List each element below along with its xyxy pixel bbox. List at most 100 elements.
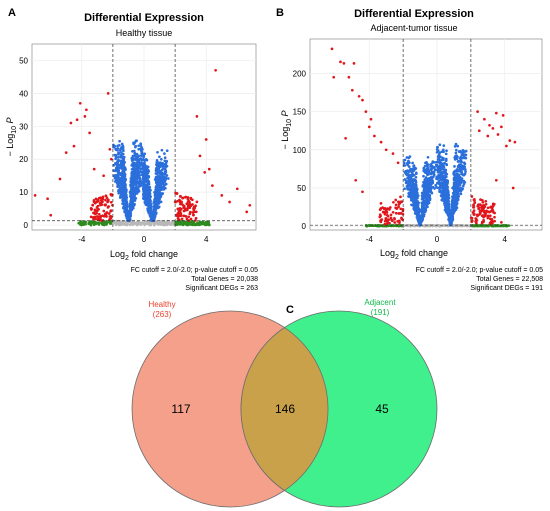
data-point-sig <box>184 215 188 218</box>
data-point-sig <box>100 219 103 222</box>
data-point <box>464 156 468 160</box>
healthy-set-count: (263) <box>153 310 172 319</box>
data-point-ns <box>103 222 107 226</box>
data-point-sig <box>91 216 95 219</box>
data-point <box>452 181 456 185</box>
data-point-outlier <box>108 147 112 151</box>
data-point <box>135 139 138 143</box>
data-point <box>414 172 418 176</box>
data-point <box>423 164 427 168</box>
data-point <box>443 203 447 207</box>
data-point-outlier <box>64 151 68 154</box>
data-point-outlier <box>85 108 88 112</box>
data-point-outlier <box>477 129 481 133</box>
data-point <box>149 202 153 206</box>
data-point <box>442 187 446 191</box>
data-point <box>116 182 120 186</box>
data-point <box>121 165 125 169</box>
data-point <box>123 187 127 190</box>
data-point <box>453 200 456 204</box>
data-point-ns <box>136 223 139 227</box>
y-tick-label: 100 <box>293 146 307 155</box>
data-point <box>441 156 444 160</box>
data-point <box>125 216 129 220</box>
data-point <box>154 211 158 214</box>
data-point <box>446 205 449 209</box>
only-healthy-count: 117 <box>171 402 190 416</box>
panel-label-b: B <box>276 7 284 19</box>
x-axis-label: Log2 fold change <box>380 248 448 261</box>
data-point <box>131 206 135 210</box>
data-point <box>132 149 136 153</box>
data-point <box>131 154 135 158</box>
data-point <box>435 177 438 181</box>
data-point <box>124 191 128 194</box>
data-point-sig <box>97 212 101 216</box>
data-point <box>459 159 462 163</box>
data-point-sig <box>176 217 180 220</box>
data-point <box>128 209 132 213</box>
data-point-sig <box>101 195 105 199</box>
data-point <box>156 164 159 168</box>
data-point <box>456 144 460 148</box>
data-point-sig <box>99 217 102 220</box>
data-point <box>159 170 163 174</box>
data-point <box>120 183 123 187</box>
data-point-sig <box>473 199 476 203</box>
data-point-sig <box>400 200 404 203</box>
data-point <box>121 147 124 151</box>
data-point-fc <box>181 219 184 223</box>
data-point <box>419 221 423 225</box>
data-point-sig <box>185 202 189 206</box>
data-point <box>135 187 138 191</box>
data-point-sig <box>94 209 97 213</box>
data-point-outlier <box>354 178 358 182</box>
data-point-sig <box>389 213 393 217</box>
data-point-sig <box>102 209 106 213</box>
data-point <box>156 171 160 175</box>
data-point <box>440 150 444 154</box>
data-point-sig <box>109 209 113 213</box>
data-point <box>425 161 428 164</box>
caption-cutoff: FC cutoff = 2.0/-2.0; p-value cutoff = 0… <box>131 267 258 274</box>
data-point-sig <box>379 214 382 218</box>
data-point-sig <box>179 214 182 218</box>
data-point-outlier <box>75 118 79 122</box>
data-point <box>123 210 127 214</box>
data-point-outlier <box>344 136 347 140</box>
data-point <box>146 200 150 204</box>
data-point-sig <box>178 212 182 215</box>
data-point <box>417 210 421 214</box>
data-point <box>156 150 159 154</box>
data-point <box>160 148 164 152</box>
data-point <box>163 152 166 155</box>
data-point-fc <box>194 222 198 226</box>
data-point <box>445 149 448 153</box>
data-point-outlier <box>513 140 517 144</box>
data-point-sig <box>177 209 181 213</box>
data-point <box>459 180 463 184</box>
data-point <box>442 144 446 147</box>
data-point-outlier <box>483 117 486 121</box>
x-tick-label: 0 <box>435 235 440 244</box>
data-point <box>412 187 415 190</box>
data-point-sig <box>105 196 109 200</box>
data-point <box>451 196 455 200</box>
data-point-sig <box>106 198 110 202</box>
data-point <box>453 183 457 187</box>
data-point-outlier <box>501 114 505 117</box>
data-point-ns <box>461 224 465 227</box>
data-point-outlier <box>211 184 214 187</box>
data-point-sig <box>194 216 198 220</box>
data-point <box>452 171 456 175</box>
data-point-fc <box>181 223 184 226</box>
data-point-sig <box>175 192 179 195</box>
data-point-sig <box>104 194 108 198</box>
data-point <box>436 146 439 149</box>
data-point <box>425 201 429 204</box>
data-point <box>422 174 425 178</box>
data-point <box>132 163 136 166</box>
data-point <box>449 219 453 223</box>
data-point <box>436 186 440 190</box>
data-point <box>125 200 129 204</box>
